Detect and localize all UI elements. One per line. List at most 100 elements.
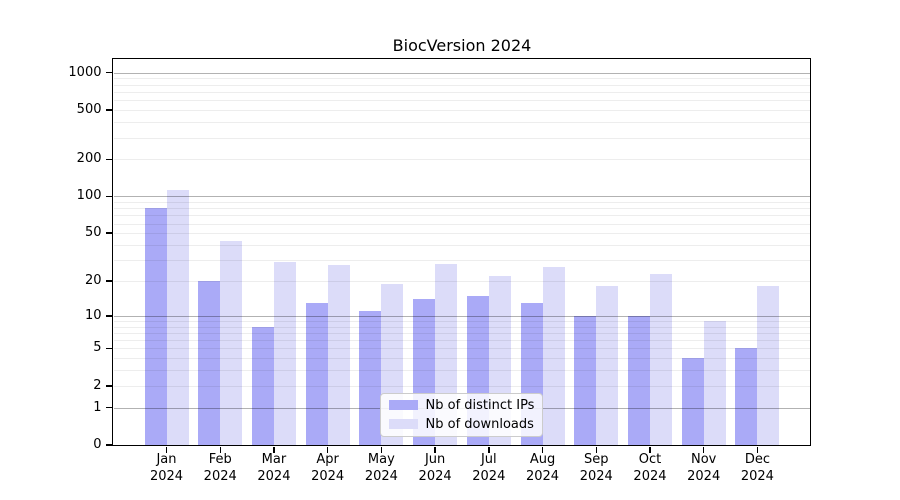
bar-distinct-ips-may: [359, 311, 382, 445]
y-tick-mark: [105, 195, 113, 198]
y-tick-label: 1000: [68, 64, 102, 80]
bar-downloads-mar: [273, 261, 296, 445]
x-tick-mark: [703, 446, 705, 453]
y-tick-label: 100: [76, 188, 102, 204]
x-tick-label: Dec 2024: [722, 452, 792, 485]
chart-title: BiocVersion 2024: [392, 36, 532, 55]
bar-distinct-ips-jan: [144, 208, 167, 445]
y-tick-label: 50: [84, 225, 102, 241]
y-tick-mark: [105, 444, 113, 446]
y-tick-mark: [105, 158, 113, 160]
legend-row-distinct-ips: Nb of distinct IPs: [388, 397, 535, 413]
x-tick-label: May 2024: [346, 452, 416, 485]
minor-gridline: [113, 326, 811, 328]
x-tick-label-line: Jan: [156, 452, 177, 467]
x-tick-label-line: Oct: [638, 452, 662, 467]
bar-downloads-feb: [220, 241, 243, 445]
major-gridline: [113, 196, 811, 198]
bar-downloads-dec: [757, 286, 780, 445]
minor-gridline: [113, 340, 811, 342]
minor-gridline: [113, 259, 811, 261]
x-tick-label-line: 2024: [525, 468, 560, 484]
x-tick-label: Jul 2024: [454, 452, 524, 485]
bar-downloads-aug: [542, 267, 565, 445]
x-tick-label-line: 2024: [418, 468, 452, 484]
major-gridline: [113, 72, 811, 74]
legend-label-downloads: Nb of downloads: [425, 416, 534, 432]
bar-distinct-ips-mar: [251, 326, 274, 445]
x-tick-label-line: 2024: [579, 468, 613, 484]
bar-distinct-ips-apr: [305, 302, 328, 445]
legend-swatch-downloads-icon: [388, 419, 418, 429]
y-tick-label: 1: [93, 399, 102, 415]
y-tick-mark: [105, 280, 113, 282]
legend-label-distinct-ips: Nb of distinct IPs: [425, 397, 535, 413]
x-tick-mark: [273, 446, 275, 453]
minor-gridline: [113, 159, 811, 161]
minor-gridline: [113, 332, 811, 334]
x-tick-mark: [649, 446, 651, 453]
major-gridline: [113, 315, 811, 317]
minor-gridline: [113, 280, 811, 282]
x-tick-mark: [380, 446, 383, 453]
minor-gridline: [113, 348, 811, 350]
minor-gridline: [113, 110, 811, 112]
y-tick-mark: [105, 315, 113, 317]
minor-gridline: [113, 358, 811, 360]
x-tick-label-line: Jun: [424, 452, 446, 467]
y-tick-label: 500: [76, 102, 102, 118]
y-tick-mark: [105, 72, 113, 74]
x-tick-mark: [219, 446, 221, 453]
x-tick-label: Nov 2024: [669, 452, 739, 485]
bar-downloads-nov: [703, 320, 726, 445]
minor-gridline: [113, 137, 811, 139]
x-tick-label-line: Mar: [261, 452, 287, 467]
bar-downloads-jan: [166, 190, 189, 445]
minor-gridline: [113, 233, 811, 235]
y-tick-mark: [105, 385, 113, 387]
x-tick-mark: [595, 446, 597, 453]
y-tick-label: 2: [93, 377, 102, 393]
x-tick-label-line: 2024: [203, 468, 237, 484]
y-tick-mark: [105, 347, 113, 350]
minor-gridline: [113, 244, 811, 246]
minor-gridline: [113, 370, 811, 372]
legend-swatch-distinct-ips-icon: [388, 400, 418, 410]
minor-gridline: [113, 223, 811, 225]
minor-gridline: [113, 320, 811, 322]
minor-gridline: [113, 91, 811, 93]
x-tick-label-line: Apr: [316, 452, 339, 467]
x-tick-label: Oct 2024: [615, 452, 685, 485]
x-tick-label-line: 2024: [257, 468, 291, 484]
x-tick-label: Jun 2024: [400, 452, 470, 485]
y-tick-label: 5: [93, 340, 102, 356]
x-tick-label-line: Aug: [529, 452, 556, 467]
bar-downloads-oct: [649, 273, 672, 445]
y-tick-mark: [105, 109, 113, 111]
bar-distinct-ips-sep: [574, 315, 597, 445]
y-tick-mark: [105, 406, 113, 409]
y-tick-label: 200: [76, 151, 102, 167]
y-tick-mark: [105, 232, 113, 234]
minor-gridline: [113, 100, 811, 102]
bar-downloads-apr: [327, 265, 350, 445]
legend: Nb of distinct IPs Nb of downloads: [379, 392, 543, 437]
x-tick-label-line: Sep: [583, 452, 609, 467]
bar-downloads-sep: [596, 286, 619, 445]
x-tick-label-line: 2024: [311, 468, 345, 484]
gridlines-layer: [113, 60, 811, 446]
legend-row-downloads: Nb of downloads: [388, 416, 534, 432]
bar-distinct-ips-oct: [627, 315, 650, 445]
x-tick-label: Feb 2024: [185, 452, 255, 485]
y-tick-label: 10: [84, 307, 102, 323]
x-tick-mark: [488, 446, 490, 453]
x-tick-label-line: 2024: [687, 468, 721, 484]
x-tick-label: Mar 2024: [239, 452, 309, 485]
x-tick-label-line: 2024: [740, 468, 774, 484]
minor-gridline: [113, 84, 811, 86]
x-tick-mark: [434, 446, 436, 453]
minor-gridline: [113, 122, 811, 124]
